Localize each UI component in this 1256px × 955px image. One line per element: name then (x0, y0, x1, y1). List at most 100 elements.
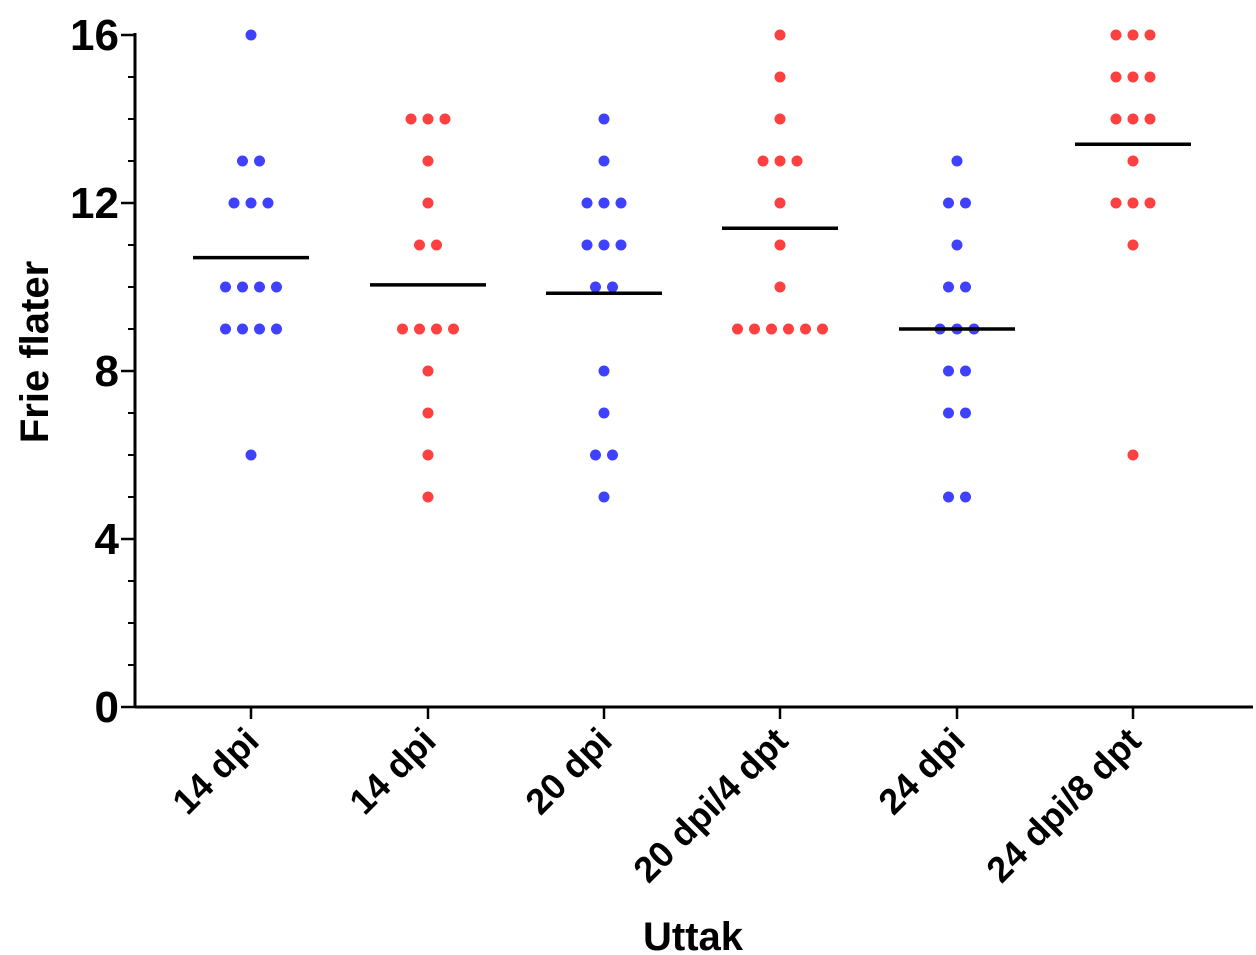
y-axis-title: Frie flater (13, 261, 57, 443)
data-point (581, 239, 593, 251)
data-point (598, 365, 610, 377)
data-point (960, 491, 971, 503)
x-axis: 14 dpi 14 dpi 20 dpi 20 dpi/4 dpt 24 dpi 24 d… (135, 705, 1253, 890)
data-point (774, 239, 786, 251)
data-point (431, 323, 442, 335)
x-tick-label: 14 dpi (164, 720, 267, 823)
data-point (960, 281, 971, 293)
data-point (615, 197, 627, 209)
data-point (1127, 71, 1139, 83)
x-tick-label: 20 dpi/4 dpt (625, 720, 795, 890)
x-tick-label: 14 dpi (341, 720, 444, 823)
data-point (598, 197, 610, 209)
data-point (598, 239, 610, 251)
data-point (766, 323, 777, 335)
y-tick-label: 0 (95, 683, 119, 732)
data-point (422, 113, 434, 125)
data-point (237, 155, 248, 167)
y-tick-label: 4 (95, 515, 120, 564)
data-point (607, 449, 618, 461)
data-point (607, 281, 618, 293)
data-point (254, 323, 265, 335)
data-point (774, 281, 786, 293)
data-point (590, 449, 601, 461)
data-point (271, 281, 282, 293)
data-point (237, 281, 248, 293)
data-point (422, 365, 434, 377)
data-point (774, 155, 786, 167)
data-point (431, 239, 442, 251)
x-tick-label: 24 dpi/8 dpt (978, 720, 1148, 890)
data-point (1127, 29, 1139, 41)
data-point (774, 71, 786, 83)
data-point (414, 239, 425, 251)
x-tick-label: 20 dpi (517, 720, 620, 823)
data-point (757, 155, 769, 167)
data-point (943, 197, 954, 209)
data-point (951, 155, 963, 167)
x-axis-title: Uttak (643, 915, 744, 955)
data-point (598, 491, 610, 503)
data-point (800, 323, 811, 335)
data-point (422, 491, 434, 503)
data-point (220, 281, 231, 293)
data-point (422, 407, 434, 419)
data-point (732, 323, 743, 335)
data-point (943, 407, 954, 419)
data-point (791, 155, 803, 167)
data-point (414, 323, 425, 335)
y-tick-label: 8 (95, 347, 119, 396)
data-point (245, 29, 257, 41)
y-tick-label: 16 (70, 11, 119, 60)
data-point (943, 491, 954, 503)
data-point (615, 239, 627, 251)
data-point (228, 197, 240, 209)
data-point (422, 155, 434, 167)
data-point (220, 323, 231, 335)
data-point (943, 365, 954, 377)
data-point (581, 197, 593, 209)
data-point (1110, 197, 1122, 209)
data-point (1110, 71, 1122, 83)
y-tick-label: 12 (70, 179, 119, 228)
data-point (245, 197, 257, 209)
data-point (1127, 197, 1139, 209)
data-point (943, 281, 954, 293)
data-point (254, 155, 265, 167)
data-point (405, 113, 417, 125)
data-point (271, 323, 282, 335)
data-point (1127, 113, 1139, 125)
data-point (598, 113, 610, 125)
data-point (1144, 197, 1156, 209)
data-point (598, 407, 610, 419)
data-point (590, 281, 601, 293)
data-point (774, 197, 786, 209)
data-point (817, 323, 828, 335)
data-point (262, 197, 274, 209)
data-point (1144, 113, 1156, 125)
data-point (245, 449, 257, 461)
data-point (774, 29, 786, 41)
data-point (422, 449, 434, 461)
data-point (439, 113, 451, 125)
data-point (397, 323, 408, 335)
data-point (1144, 29, 1156, 41)
data-point (422, 197, 434, 209)
data-point (1110, 29, 1122, 41)
data-point (254, 281, 265, 293)
data-point (1110, 113, 1122, 125)
data-point (1127, 449, 1139, 461)
data-point (774, 113, 786, 125)
data-point (448, 323, 459, 335)
data-point (783, 323, 794, 335)
data-point (237, 323, 248, 335)
data-point (1144, 71, 1156, 83)
plot-area (193, 29, 1191, 503)
data-point (1127, 155, 1139, 167)
data-point (960, 197, 971, 209)
data-point (1127, 239, 1139, 251)
y-axis: 0 4 8 12 16 (70, 11, 137, 732)
data-point (951, 239, 963, 251)
data-point (598, 155, 610, 167)
